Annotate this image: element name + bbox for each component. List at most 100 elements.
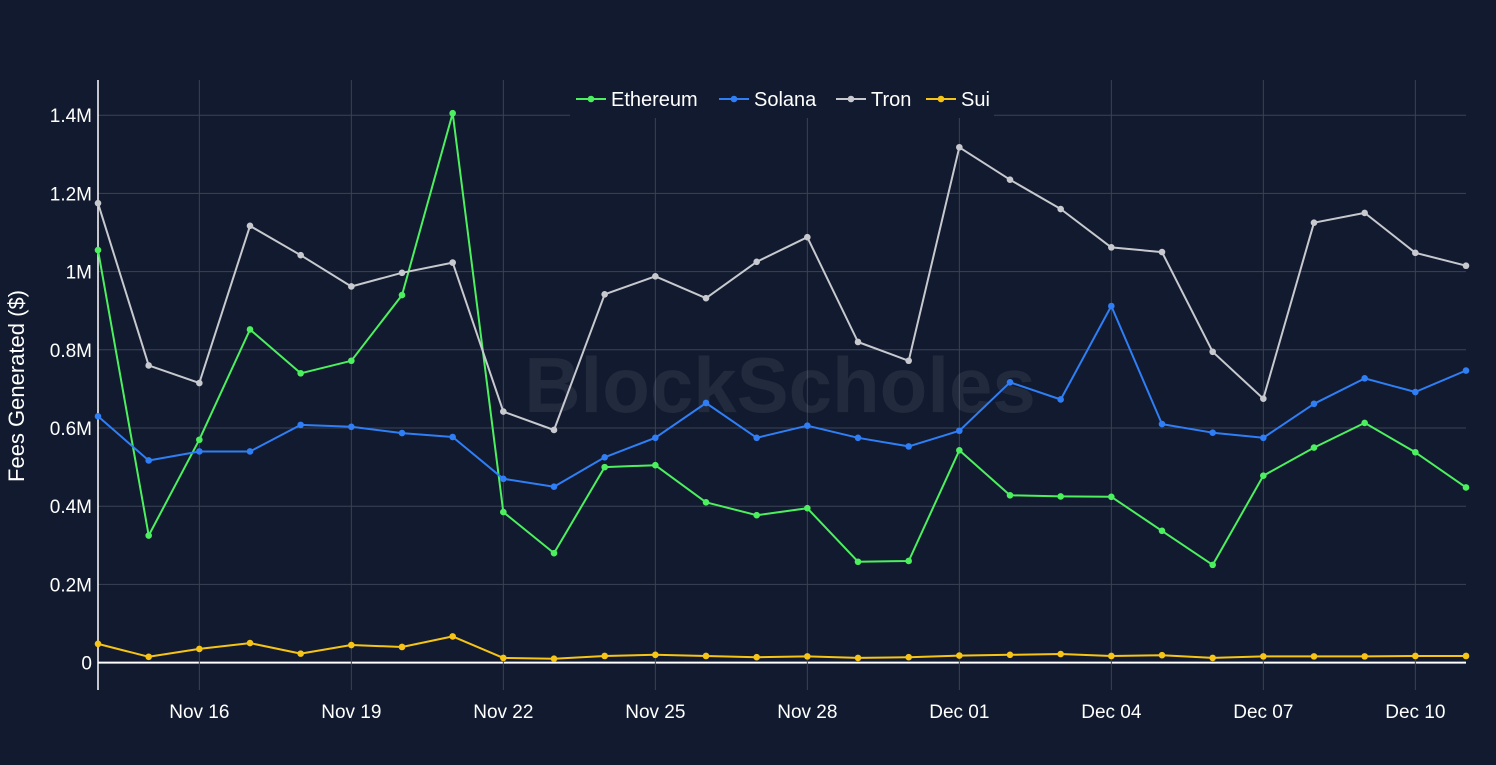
data-point[interactable] bbox=[956, 427, 963, 435]
data-point[interactable] bbox=[1209, 654, 1216, 662]
data-point[interactable] bbox=[246, 222, 254, 230]
data-point[interactable] bbox=[1108, 493, 1115, 501]
data-point[interactable] bbox=[1462, 484, 1470, 491]
data-point[interactable] bbox=[145, 653, 152, 661]
data-point[interactable] bbox=[1412, 249, 1419, 257]
data-point[interactable] bbox=[1462, 652, 1470, 660]
data-point[interactable] bbox=[398, 269, 406, 277]
data-point[interactable] bbox=[449, 633, 456, 640]
data-point[interactable] bbox=[1260, 472, 1267, 480]
data-point[interactable] bbox=[1108, 244, 1115, 251]
data-point[interactable] bbox=[854, 434, 862, 442]
data-point[interactable] bbox=[753, 258, 760, 266]
data-point[interactable] bbox=[1209, 561, 1216, 569]
data-point[interactable] bbox=[652, 461, 659, 469]
data-point[interactable] bbox=[297, 421, 304, 429]
data-point[interactable] bbox=[905, 557, 912, 565]
data-point[interactable] bbox=[1108, 652, 1115, 660]
data-point[interactable] bbox=[804, 504, 811, 512]
data-point[interactable] bbox=[956, 652, 963, 659]
data-point[interactable] bbox=[652, 651, 659, 659]
data-point[interactable] bbox=[1361, 419, 1368, 427]
data-point[interactable] bbox=[348, 357, 355, 365]
data-point[interactable] bbox=[1310, 400, 1318, 408]
data-point[interactable] bbox=[601, 463, 608, 471]
data-point[interactable] bbox=[246, 448, 254, 455]
data-point[interactable] bbox=[449, 109, 456, 117]
data-point[interactable] bbox=[1412, 448, 1419, 456]
data-point[interactable] bbox=[1462, 367, 1470, 374]
data-point[interactable] bbox=[94, 640, 102, 648]
data-point[interactable] bbox=[1158, 527, 1166, 535]
data-point[interactable] bbox=[1209, 429, 1216, 437]
data-point[interactable] bbox=[1006, 651, 1014, 659]
legend-item-solana[interactable]: Solana bbox=[719, 89, 817, 111]
data-point[interactable] bbox=[1108, 302, 1115, 310]
data-point[interactable] bbox=[196, 448, 203, 455]
data-point[interactable] bbox=[753, 511, 760, 519]
data-point[interactable] bbox=[854, 338, 862, 346]
data-point[interactable] bbox=[398, 291, 406, 299]
data-point[interactable] bbox=[1057, 650, 1064, 658]
data-point[interactable] bbox=[297, 251, 304, 259]
data-point[interactable] bbox=[1158, 420, 1166, 428]
data-point[interactable] bbox=[905, 443, 912, 450]
data-point[interactable] bbox=[550, 655, 558, 663]
data-point[interactable] bbox=[1057, 205, 1064, 213]
data-point[interactable] bbox=[1361, 209, 1368, 217]
data-point[interactable] bbox=[1057, 493, 1064, 500]
data-point[interactable] bbox=[1158, 248, 1166, 256]
data-point[interactable] bbox=[550, 426, 558, 434]
data-point[interactable] bbox=[1006, 176, 1014, 184]
data-point[interactable] bbox=[94, 412, 102, 420]
data-point[interactable] bbox=[702, 399, 710, 407]
data-point[interactable] bbox=[956, 143, 963, 151]
data-point[interactable] bbox=[1006, 491, 1014, 499]
data-point[interactable] bbox=[196, 379, 203, 387]
data-point[interactable] bbox=[601, 454, 608, 461]
data-point[interactable] bbox=[702, 499, 710, 506]
data-point[interactable] bbox=[94, 246, 102, 254]
data-point[interactable] bbox=[1412, 652, 1419, 660]
data-point[interactable] bbox=[1158, 651, 1166, 659]
data-point[interactable] bbox=[449, 433, 456, 441]
data-point[interactable] bbox=[905, 653, 912, 661]
data-point[interactable] bbox=[1260, 434, 1267, 442]
data-point[interactable] bbox=[398, 429, 406, 437]
data-point[interactable] bbox=[1462, 262, 1470, 270]
data-point[interactable] bbox=[601, 290, 608, 298]
legend-item-tron[interactable]: Tron bbox=[836, 89, 911, 111]
data-point[interactable] bbox=[1310, 444, 1318, 451]
data-point[interactable] bbox=[1006, 378, 1014, 386]
data-point[interactable] bbox=[804, 422, 811, 429]
data-point[interactable] bbox=[145, 532, 152, 539]
data-point[interactable] bbox=[1361, 375, 1368, 382]
data-point[interactable] bbox=[297, 650, 304, 657]
data-point[interactable] bbox=[398, 643, 406, 651]
data-point[interactable] bbox=[1260, 395, 1267, 402]
data-point[interactable] bbox=[1310, 653, 1318, 660]
data-point[interactable] bbox=[652, 272, 659, 280]
data-point[interactable] bbox=[1412, 388, 1419, 396]
legend-item-sui[interactable]: Sui bbox=[926, 89, 990, 111]
data-point[interactable] bbox=[348, 283, 355, 290]
data-point[interactable] bbox=[753, 653, 760, 661]
data-point[interactable] bbox=[449, 259, 456, 266]
data-point[interactable] bbox=[652, 434, 659, 442]
data-point[interactable] bbox=[1057, 396, 1064, 403]
data-point[interactable] bbox=[196, 645, 203, 653]
data-point[interactable] bbox=[1310, 219, 1318, 227]
data-point[interactable] bbox=[601, 652, 608, 660]
data-point[interactable] bbox=[804, 653, 811, 660]
data-point[interactable] bbox=[500, 654, 507, 662]
data-point[interactable] bbox=[94, 199, 102, 207]
data-point[interactable] bbox=[1260, 653, 1267, 660]
data-point[interactable] bbox=[348, 641, 355, 649]
data-point[interactable] bbox=[145, 457, 152, 464]
data-point[interactable] bbox=[500, 408, 507, 415]
data-point[interactable] bbox=[702, 652, 710, 660]
data-point[interactable] bbox=[753, 434, 760, 442]
data-point[interactable] bbox=[246, 639, 254, 647]
data-point[interactable] bbox=[246, 326, 254, 333]
data-point[interactable] bbox=[348, 423, 355, 431]
